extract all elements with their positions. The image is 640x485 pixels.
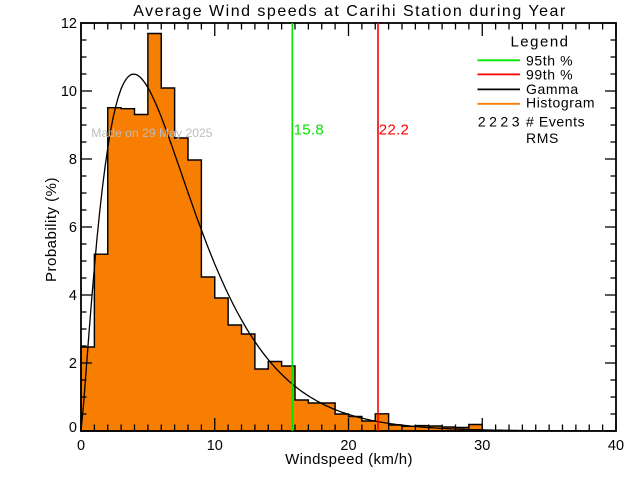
svg-text:Legend: Legend — [510, 34, 569, 51]
svg-text:Average Wind speeds at Carihi: Average Wind speeds at Carihi Station du… — [133, 3, 566, 20]
svg-text:10: 10 — [207, 438, 223, 454]
svg-text:0: 0 — [77, 438, 85, 454]
svg-text:8: 8 — [69, 152, 77, 168]
svg-text:22.2: 22.2 — [379, 121, 409, 138]
svg-text:12: 12 — [61, 16, 77, 32]
svg-text:6: 6 — [69, 220, 77, 236]
svg-text:10: 10 — [61, 84, 77, 100]
svg-text:Gamma: Gamma — [526, 81, 579, 97]
svg-text:30: 30 — [474, 438, 490, 454]
svg-text:Histogram: Histogram — [526, 95, 595, 111]
svg-text:40: 40 — [608, 438, 624, 454]
svg-text:20: 20 — [340, 438, 356, 454]
svg-text:95th %: 95th % — [526, 53, 573, 69]
svg-text:0: 0 — [69, 420, 77, 436]
svg-text:Windspeed (km/h): Windspeed (km/h) — [285, 451, 413, 468]
svg-text:Made on 29 May 2025: Made on 29 May 2025 — [91, 126, 213, 140]
svg-text:2223: 2223 — [478, 113, 523, 129]
svg-text:RMS: RMS — [526, 130, 559, 146]
svg-text:2: 2 — [69, 356, 77, 372]
svg-text:15.8: 15.8 — [294, 121, 324, 138]
svg-text:4: 4 — [69, 288, 77, 304]
svg-text:# Events: # Events — [526, 113, 585, 129]
svg-text:Probability (%): Probability (%) — [43, 177, 60, 282]
svg-text:99th %: 99th % — [526, 67, 573, 83]
